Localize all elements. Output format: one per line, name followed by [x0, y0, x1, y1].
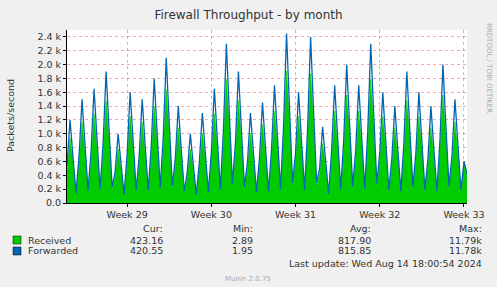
svg-text:2.4 k: 2.4 k [37, 31, 61, 42]
svg-text:Week 33: Week 33 [443, 209, 484, 220]
svg-text:Week 30: Week 30 [191, 209, 232, 220]
svg-text:0.6 k: 0.6 k [37, 156, 61, 167]
svg-text:Last update: Wed Aug 14 18:00:: Last update: Wed Aug 14 18:00:54 2024 [289, 258, 482, 269]
svg-text:Cur:: Cur: [143, 223, 163, 234]
svg-text:1.95: 1.95 [232, 245, 253, 256]
svg-text:1.0 k: 1.0 k [37, 128, 61, 139]
svg-text:423.16: 423.16 [130, 235, 163, 246]
svg-text:420.55: 420.55 [130, 245, 163, 256]
svg-text:Packets/second: Packets/second [5, 79, 16, 152]
svg-text:815.85: 815.85 [338, 245, 371, 256]
svg-text:2.89: 2.89 [232, 235, 253, 246]
svg-text:Received: Received [28, 235, 71, 246]
svg-text:Firewall Throughput - by month: Firewall Throughput - by month [154, 8, 342, 22]
svg-text:0.4 k: 0.4 k [37, 170, 61, 181]
svg-text:0.2 k: 0.2 k [37, 183, 61, 194]
svg-text:0.0: 0.0 [46, 197, 61, 208]
svg-text:Min:: Min: [233, 223, 253, 234]
svg-text:Week 31: Week 31 [275, 209, 316, 220]
svg-text:817.90: 817.90 [338, 235, 371, 246]
svg-text:Forwarded: Forwarded [28, 245, 78, 256]
svg-text:1.8 k: 1.8 k [37, 73, 61, 84]
svg-text:Max:: Max: [459, 223, 482, 234]
svg-text:11.79k: 11.79k [449, 235, 482, 246]
svg-text:1.2 k: 1.2 k [37, 114, 61, 125]
svg-text:RRDTOOL / TOBI OETIKER: RRDTOOL / TOBI OETIKER [485, 23, 493, 113]
svg-text:Week 32: Week 32 [359, 209, 400, 220]
svg-text:Munin 2.0.75: Munin 2.0.75 [225, 275, 271, 283]
svg-text:1.4 k: 1.4 k [37, 100, 61, 111]
svg-text:Avg:: Avg: [350, 223, 371, 234]
svg-text:2.2 k: 2.2 k [37, 45, 61, 56]
svg-text:2.0 k: 2.0 k [37, 59, 61, 70]
svg-text:0.8 k: 0.8 k [37, 142, 61, 153]
svg-text:11.78k: 11.78k [449, 245, 482, 256]
svg-text:1.6 k: 1.6 k [37, 87, 61, 98]
svg-text:Week 29: Week 29 [107, 209, 148, 220]
